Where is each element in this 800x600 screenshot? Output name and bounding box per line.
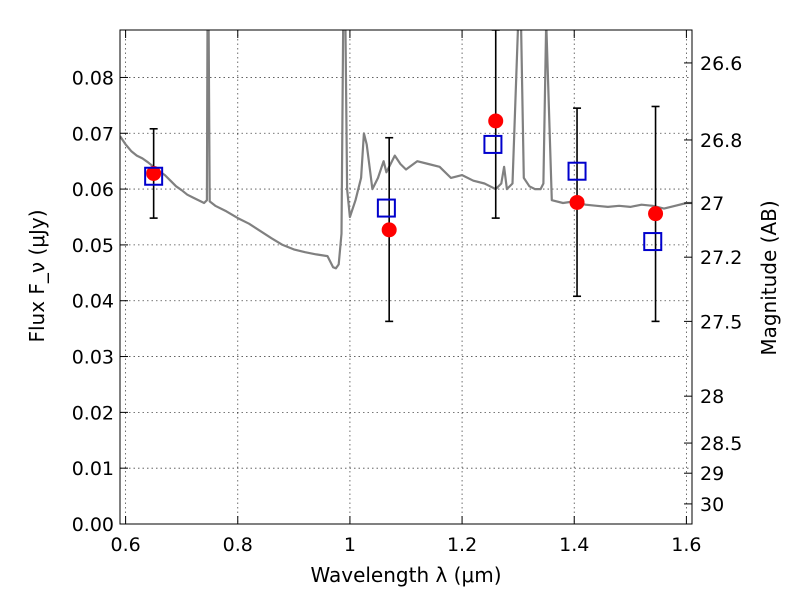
observed-flux-point (569, 194, 585, 210)
plot-frame (119, 29, 693, 525)
x-tick-label: 1.4 (559, 534, 589, 556)
y-tick-label: 0.06 (72, 179, 114, 201)
y2-tick-label: 26.8 (700, 130, 742, 152)
x-tick-label: 0.6 (110, 534, 140, 556)
y-tick-label: 0.02 (72, 402, 114, 424)
x-tick-label: 0.8 (223, 534, 253, 556)
y-tick-label: 0.04 (72, 291, 114, 313)
y-tick-label: 0.05 (72, 235, 114, 257)
y-tick-label: 0.00 (72, 514, 114, 536)
y2-tick-label: 29 (700, 463, 724, 485)
x-axis-title: Wavelength λ (μm) (310, 563, 501, 587)
observed-flux-point (488, 113, 504, 129)
x-tick-label: 1.6 (671, 534, 701, 556)
model-photometry-square (144, 166, 164, 186)
observed-flux-point (146, 165, 162, 181)
x-tick-label: 1.2 (447, 534, 477, 556)
y2-tick-label: 27 (700, 193, 724, 215)
y-tick-label: 0.08 (72, 67, 114, 89)
y-axis-title: Flux F_ν (μJy) (25, 209, 49, 342)
model-spectrum-line (120, 30, 692, 270)
observed-flux-point (381, 222, 397, 238)
model-photometry-square (643, 232, 663, 252)
axis-ticks: 0.6 0.8 1 1.2 1.4 1.6 0.00 0.01 0.02 0.03 0.04 0.05… (72, 30, 742, 556)
y2-axis-title: Magnitude (AB) (757, 200, 781, 355)
observed-flux-point (648, 206, 664, 222)
x-tick-label: 1 (344, 534, 356, 556)
model-photometry-square (376, 198, 396, 218)
y-tick-label: 0.01 (72, 458, 114, 480)
y2-tick-label: 28.5 (700, 433, 742, 455)
y-tick-label: 0.07 (72, 123, 114, 145)
y2-tick-label: 27.2 (700, 247, 742, 269)
model-photometry-square (483, 134, 503, 154)
y2-tick-label: 27.5 (700, 311, 742, 333)
model-photometry-square (567, 161, 587, 181)
y2-tick-label: 28 (700, 386, 724, 408)
plot-area (120, 30, 692, 323)
y2-tick-label: 30 (700, 494, 724, 516)
y-tick-label: 0.03 (72, 347, 114, 369)
y2-tick-label: 26.6 (700, 53, 742, 75)
